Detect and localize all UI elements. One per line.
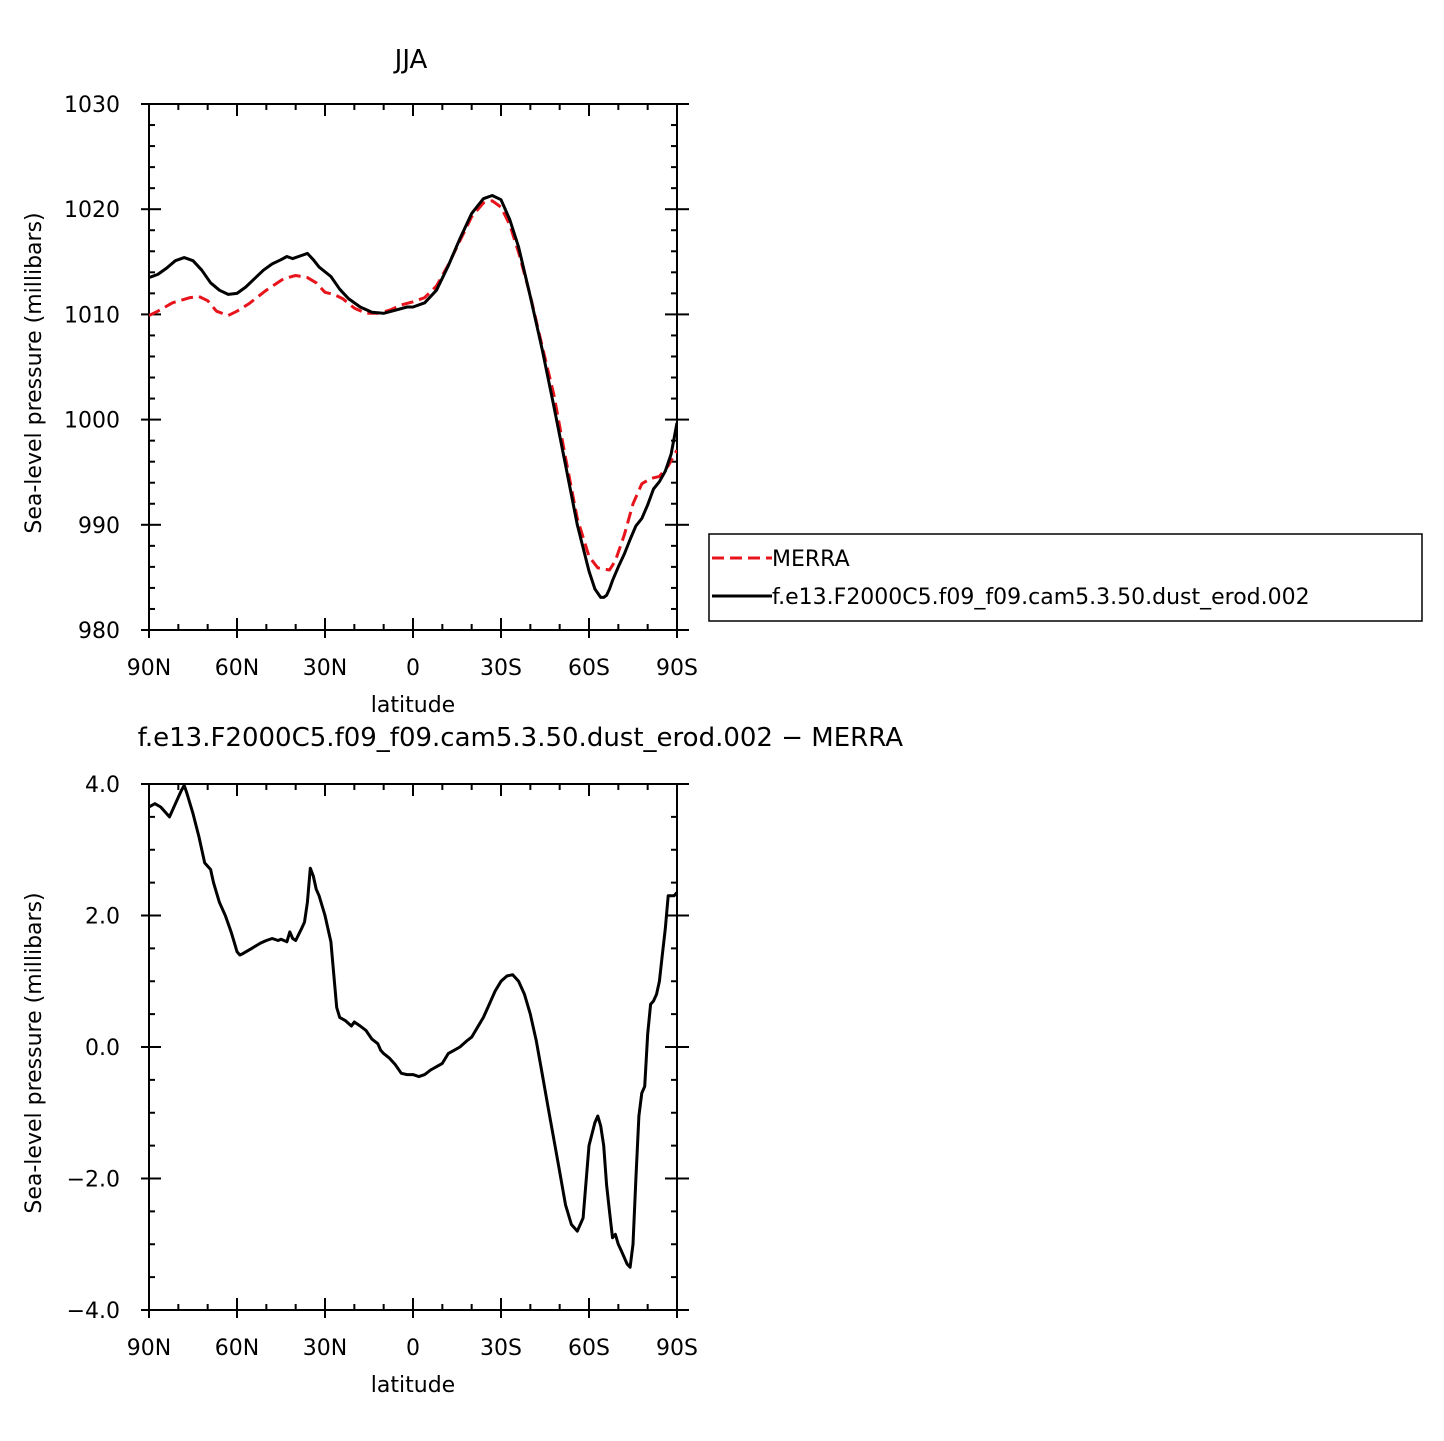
x-tick-label: 90S	[656, 656, 698, 681]
x-tick-label: 60N	[215, 1336, 259, 1361]
y-tick-label: 1000	[64, 409, 120, 434]
x-axis-title: latitude	[371, 693, 455, 718]
y-tick-label: 4.0	[85, 773, 120, 798]
y-axis-title: Sea-level pressure (millibars)	[22, 892, 47, 1213]
series-line-1	[149, 784, 677, 1269]
y-tick-label: −2.0	[67, 1168, 120, 1193]
y-tick-label: 1010	[64, 303, 120, 328]
x-tick-label: 0	[406, 656, 420, 681]
plot-frame	[148, 103, 678, 631]
x-tick-label: 90N	[127, 1336, 171, 1361]
chart-panel-1: JJA 90N 60N 30N 0 30S 60S 90S 1030 1020 1010 1000 99…	[22, 45, 1423, 718]
x-tick-label: 90S	[656, 1336, 698, 1361]
y-axis-title: Sea-level pressure (millibars)	[22, 212, 47, 533]
y-tick-label: 980	[78, 619, 120, 644]
x-tick-label: 90N	[127, 656, 171, 681]
plot-title: JJA	[393, 45, 428, 75]
legend-label: f.e13.F2000C5.f09_f09.cam5.3.50.dust_ero…	[772, 585, 1310, 610]
series-line-2	[149, 194, 677, 599]
y-tick-label: −4.0	[67, 1299, 120, 1324]
series-line-1	[149, 199, 677, 572]
y-tick-label: 2.0	[85, 905, 120, 930]
legend-label: MERRA	[772, 547, 850, 572]
x-tick-label: 30S	[480, 656, 522, 681]
x-tick-label: 30N	[303, 656, 347, 681]
y-tick-label: 990	[78, 514, 120, 539]
plot-frame	[148, 783, 678, 1311]
x-axis-title: latitude	[371, 1373, 455, 1398]
y-tick-label: 0.0	[85, 1036, 120, 1061]
x-tick-label: 60S	[568, 1336, 610, 1361]
y-tick-label: 1030	[64, 93, 120, 118]
x-tick-label: 0	[406, 1336, 420, 1361]
plot-title: f.e13.F2000C5.f09_f09.cam5.3.50.dust_ero…	[138, 723, 904, 753]
y-tick-label: 1020	[64, 198, 120, 223]
legend: MERRA f.e13.F2000C5.f09_f09.cam5.3.50.dus…	[708, 533, 1423, 622]
x-tick-label: 30S	[480, 1336, 522, 1361]
x-tick-label: 30N	[303, 1336, 347, 1361]
x-tick-label: 60N	[215, 656, 259, 681]
legend-box	[708, 533, 1423, 622]
chart-panel-2: f.e13.F2000C5.f09_f09.cam5.3.50.dust_ero…	[22, 723, 903, 1398]
x-tick-label: 60S	[568, 656, 610, 681]
